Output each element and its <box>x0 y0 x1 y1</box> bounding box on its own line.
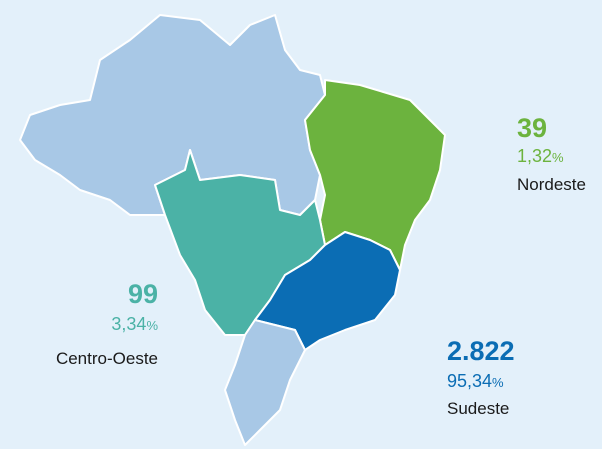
region-sudeste <box>254 231 401 351</box>
region-value: 39 <box>517 113 547 143</box>
region-share: 3,34% <box>111 314 158 334</box>
region-name: Sudeste <box>447 399 509 418</box>
region-norte <box>19 14 326 216</box>
region-value: 2.822 <box>447 336 515 366</box>
region-sul <box>224 319 306 446</box>
region-share: 1,32% <box>517 146 564 166</box>
region-share: 95,34% <box>447 371 504 391</box>
region-name: Nordeste <box>517 175 586 194</box>
region-name: Centro-Oeste <box>56 349 158 368</box>
region-value: 99 <box>128 279 158 309</box>
